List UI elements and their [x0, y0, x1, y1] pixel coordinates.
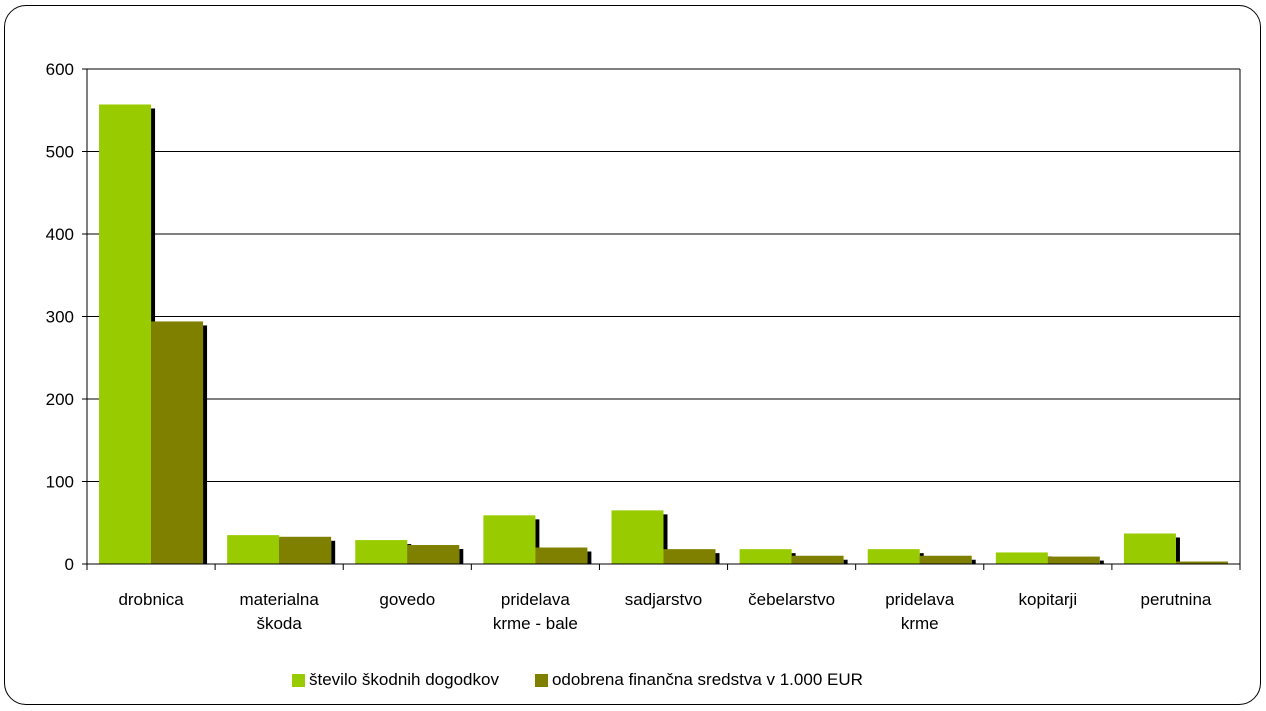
legend-item-series-2: odobrena finančna sredstva v 1.000 EUR: [534, 670, 863, 690]
bar-series-1: [483, 515, 536, 564]
bar-shadow: [331, 540, 336, 564]
legend-swatch-series-1: [292, 673, 305, 687]
bar-shadow: [535, 519, 540, 564]
x-category-label: krme: [901, 614, 939, 633]
bar-series-1: [99, 104, 152, 564]
bar-series-2: [151, 321, 204, 564]
bar-shadow: [1175, 537, 1180, 564]
bar-shadow: [203, 325, 208, 564]
legend-swatch-series-2: [534, 673, 548, 687]
y-tick-label: 400: [46, 225, 74, 244]
bar-shadow: [663, 514, 668, 564]
bar-series-2: [535, 547, 588, 564]
x-category-label: škoda: [256, 614, 302, 633]
bar-series-1: [739, 549, 792, 564]
bar-series-2: [663, 549, 716, 564]
y-tick-label: 100: [46, 473, 74, 492]
y-tick-label: 600: [46, 60, 74, 79]
bar-series-2: [919, 555, 972, 564]
y-tick-label: 0: [65, 555, 74, 574]
x-category-label: krme - bale: [493, 614, 578, 633]
x-category-label: kopitarji: [1019, 590, 1078, 609]
x-category-label: pridelava: [501, 590, 571, 609]
bar-shadow: [1099, 560, 1104, 564]
bar-series-2: [407, 545, 460, 564]
y-tick-label: 300: [46, 308, 74, 327]
x-category-label: sadjarstvo: [625, 590, 702, 609]
bar-shadow: [971, 559, 976, 564]
chart-frame: [4, 5, 1261, 705]
bar-shadow: [715, 553, 720, 564]
y-tick-label: 200: [46, 390, 74, 409]
bar-series-2: [1175, 561, 1228, 564]
x-category-label: pridelava: [885, 590, 955, 609]
bar-series-1: [1123, 533, 1176, 564]
bar-series-2: [1047, 556, 1100, 564]
legend-label-series-1: število škodnih dogodkov: [309, 670, 499, 689]
x-category-label: perutnina: [1140, 590, 1211, 609]
bar-shadow: [843, 559, 848, 564]
bar-shadow: [587, 551, 592, 564]
legend-label-series-2: odobrena finančna sredstva v 1.000 EUR: [551, 670, 863, 689]
x-category-label: drobnica: [118, 590, 184, 609]
x-category-label: materialna: [239, 590, 319, 609]
legend: število škodnih dogodkov odobrena finanč…: [292, 667, 899, 693]
bar-series-1: [611, 510, 664, 564]
bar-series-1: [355, 540, 408, 564]
bar-series-1: [995, 552, 1048, 564]
bar-series-1: [867, 549, 920, 564]
bar-shadow: [459, 549, 464, 564]
bar-series-2: [791, 555, 844, 564]
legend-item-series-1: število škodnih dogodkov: [292, 670, 499, 690]
bar-series-1: [227, 535, 280, 564]
y-tick-label: 500: [46, 143, 74, 162]
bar-series-2: [279, 536, 332, 564]
x-category-label: govedo: [379, 590, 435, 609]
x-category-label: čebelarstvo: [748, 590, 835, 609]
